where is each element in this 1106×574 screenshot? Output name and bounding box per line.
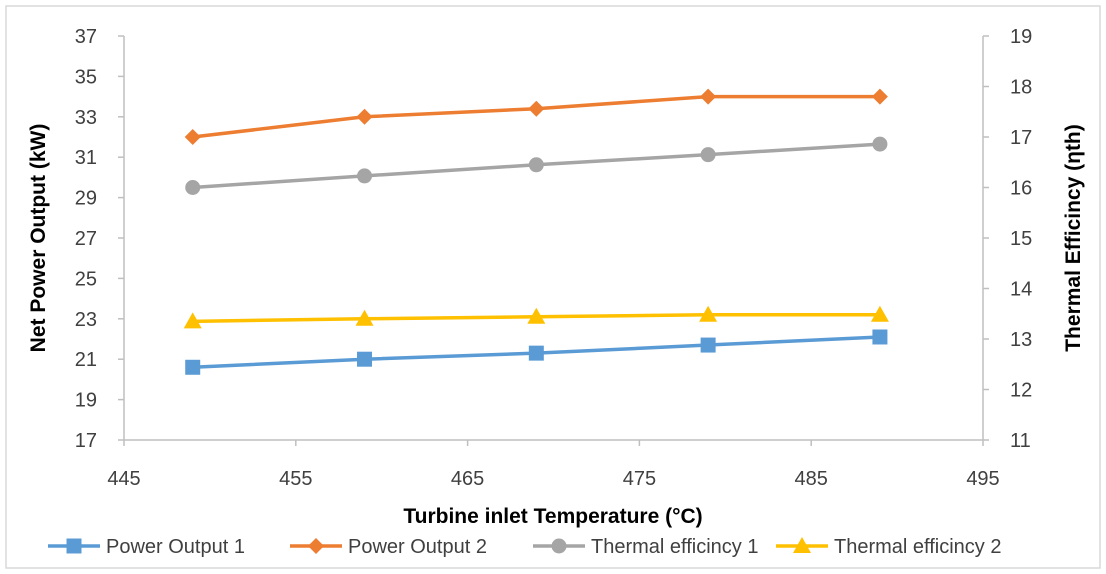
data-point <box>871 88 888 105</box>
y2-tick-label: 18 <box>1010 77 1032 99</box>
data-point <box>700 337 716 353</box>
data-point <box>184 129 201 145</box>
data-point <box>700 88 717 105</box>
data-point <box>528 157 544 173</box>
series-1 <box>185 329 888 375</box>
legend-item: Thermal efficincy 1 <box>533 536 758 558</box>
y2-tick-label: 19 <box>1010 26 1032 48</box>
legend: Power Output 1 Power Output 2 Thermal effi… <box>48 536 1001 558</box>
series-4 <box>183 305 889 329</box>
data-point <box>699 305 718 322</box>
x-tick-label: 495 <box>966 468 999 490</box>
data-point <box>870 305 889 322</box>
data-point <box>356 108 373 125</box>
legend-marker <box>551 538 567 554</box>
y-tick-label: 31 <box>75 147 97 169</box>
y-tick-label: 37 <box>75 26 97 48</box>
y-tick-label: 23 <box>75 309 97 331</box>
y-tick-label: 27 <box>75 228 97 250</box>
data-point <box>700 147 716 163</box>
y2-tick-label: 13 <box>1010 329 1032 351</box>
right-y-axis-title: Thermal Efficincy (ηth) <box>1062 124 1085 352</box>
legend-item: Power Output 2 <box>290 536 487 558</box>
legend-marker <box>308 538 324 554</box>
data-point <box>872 329 888 345</box>
x-tick-label: 485 <box>795 468 828 490</box>
data-point <box>185 359 201 375</box>
series-2 <box>184 88 888 145</box>
y2-tick-label: 12 <box>1010 380 1032 402</box>
legend-label: Thermal efficincy 1 <box>591 536 758 558</box>
data-point <box>528 345 544 361</box>
x-tick-label: 475 <box>623 468 656 490</box>
data-point <box>357 351 373 367</box>
chart-frame <box>5 5 1101 569</box>
y-tick-label: 29 <box>75 188 97 210</box>
x-axis-title: Turbine inlet Temperature (°C) <box>403 505 702 528</box>
data-point <box>355 309 374 326</box>
y2-tick-label: 14 <box>1010 279 1032 301</box>
legend-label: Power Output 1 <box>106 536 245 558</box>
data-point <box>528 100 545 117</box>
y-tick-label: 33 <box>75 107 97 129</box>
legend-item: Power Output 1 <box>48 536 245 558</box>
legend-item: Thermal efficincy 2 <box>776 536 1001 558</box>
y-tick-label: 35 <box>75 66 97 88</box>
y2-tick-label: 16 <box>1010 178 1032 200</box>
x-tick-label: 465 <box>451 468 484 490</box>
data-point <box>183 312 202 329</box>
y2-tick-label: 17 <box>1010 127 1032 149</box>
y2-tick-label: 11 <box>1010 430 1031 452</box>
y2-tick-label: 15 <box>1010 228 1032 250</box>
y-tick-label: 21 <box>75 349 97 371</box>
left-y-axis-title: Net Power Output (kW) <box>27 124 50 353</box>
series-3 <box>185 136 888 195</box>
y-tick-label: 17 <box>75 430 97 452</box>
y-tick-label: 19 <box>75 390 97 412</box>
data-point <box>872 136 888 152</box>
y-tick-label: 25 <box>75 268 97 290</box>
x-tick-label: 455 <box>279 468 312 490</box>
legend-marker <box>793 537 811 553</box>
data-point <box>185 180 201 195</box>
x-tick-label: 445 <box>107 468 140 490</box>
data-point <box>527 307 546 324</box>
data-point <box>357 168 373 184</box>
legend-label: Power Output 2 <box>348 536 487 558</box>
legend-marker <box>66 538 82 554</box>
legend-label: Thermal efficincy 2 <box>834 536 1001 558</box>
